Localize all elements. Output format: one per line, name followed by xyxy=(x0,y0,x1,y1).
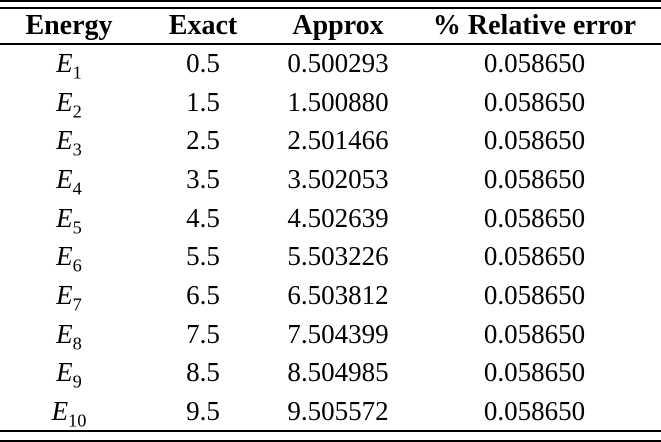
cell-energy: E1 xyxy=(0,44,138,83)
cell-error: 0.058650 xyxy=(483,395,586,426)
cell-error: 0.058650 xyxy=(483,163,586,194)
table-body: E1 0.5 0.500293 0.058650 E2 1.5 1.500880… xyxy=(0,44,661,431)
energy-symbol: E xyxy=(56,318,73,349)
cell-approx: 3.502053 xyxy=(287,163,389,194)
cell-error: 0.058650 xyxy=(483,241,586,272)
energy-subscript: 1 xyxy=(72,62,82,83)
cell-error: 0.058650 xyxy=(483,318,586,349)
cell-exact: 6.5 xyxy=(186,279,220,310)
cell-approx: 5.503226 xyxy=(287,241,389,272)
cell-error: 0.058650 xyxy=(483,279,586,310)
cell-energy: E6 xyxy=(0,237,138,276)
table-row: E8 7.5 7.504399 0.058650 xyxy=(0,315,661,354)
table-row: E6 5.5 5.503226 0.058650 xyxy=(0,237,661,276)
energy-symbol: E xyxy=(56,86,73,117)
table-row: E1 0.5 0.500293 0.058650 xyxy=(0,44,661,83)
table-header: Energy Exact Approx % Relative error xyxy=(0,8,661,44)
cell-energy: E4 xyxy=(0,160,138,199)
cell-exact: 0.5 xyxy=(186,48,220,79)
cell-energy: E3 xyxy=(0,121,138,160)
cell-approx: 4.502639 xyxy=(287,202,389,233)
col-header-exact: Exact xyxy=(168,10,238,41)
cell-approx: 0.500293 xyxy=(287,48,389,79)
cell-approx: 1.500880 xyxy=(287,86,389,117)
cell-exact: 3.5 xyxy=(186,163,220,194)
col-header-approx: Approx xyxy=(292,10,384,41)
cell-energy: E8 xyxy=(0,315,138,354)
cell-error: 0.058650 xyxy=(483,48,586,79)
energy-subscript: 7 xyxy=(72,294,82,315)
energy-symbol: E xyxy=(56,125,73,156)
cell-error: 0.058650 xyxy=(483,86,586,117)
energy-subscript: 5 xyxy=(72,216,82,237)
cell-energy: E5 xyxy=(0,199,138,238)
cell-exact: 2.5 xyxy=(186,125,220,156)
col-header-relative-error: % Relative error xyxy=(432,10,637,41)
energy-subscript: 8 xyxy=(72,333,82,354)
energy-symbol: E xyxy=(56,357,73,388)
energy-subscript: 3 xyxy=(72,139,82,160)
cell-approx: 7.504399 xyxy=(287,318,389,349)
cell-approx: 6.503812 xyxy=(287,279,389,310)
cell-error: 0.058650 xyxy=(483,125,586,156)
cell-error: 0.058650 xyxy=(483,357,586,388)
energy-subscript: 9 xyxy=(72,371,82,392)
energy-subscript: 6 xyxy=(72,255,82,276)
cell-exact: 8.5 xyxy=(186,357,220,388)
cell-energy: E7 xyxy=(0,276,138,315)
table-row: E5 4.5 4.502639 0.058650 xyxy=(0,199,661,238)
table-row: E9 8.5 8.504985 0.058650 xyxy=(0,354,661,393)
energy-symbol: E xyxy=(56,163,73,194)
cell-exact: 4.5 xyxy=(186,202,220,233)
cell-approx: 9.505572 xyxy=(287,395,389,426)
table-row: E2 1.5 1.500880 0.058650 xyxy=(0,83,661,122)
table-row: E7 6.5 6.503812 0.058650 xyxy=(0,276,661,315)
cell-approx: 2.501466 xyxy=(287,125,389,156)
energy-subscript: 2 xyxy=(72,100,82,121)
col-header-energy: Energy xyxy=(25,10,113,41)
header-row: Energy Exact Approx % Relative error xyxy=(0,8,661,44)
energy-subscript: 10 xyxy=(68,409,87,430)
energy-levels-table: Energy Exact Approx % Relative error E1 … xyxy=(0,7,661,432)
table-row: E10 9.5 9.505572 0.058650 xyxy=(0,392,661,431)
energy-subscript: 4 xyxy=(72,178,82,199)
cell-exact: 9.5 xyxy=(186,395,220,426)
cell-exact: 5.5 xyxy=(186,241,220,272)
cell-approx: 8.504985 xyxy=(287,357,389,388)
cell-energy: E10 xyxy=(0,392,138,431)
energy-symbol: E xyxy=(51,395,69,426)
energy-symbol: E xyxy=(56,241,73,272)
energy-symbol: E xyxy=(56,48,73,79)
cell-energy: E9 xyxy=(0,354,138,393)
cell-exact: 1.5 xyxy=(186,86,220,117)
cell-error: 0.058650 xyxy=(483,202,586,233)
cell-exact: 7.5 xyxy=(186,318,220,349)
energy-symbol: E xyxy=(56,279,73,310)
cell-energy: E2 xyxy=(0,83,138,122)
table-row: E4 3.5 3.502053 0.058650 xyxy=(0,160,661,199)
table-row: E3 2.5 2.501466 0.058650 xyxy=(0,121,661,160)
energy-symbol: E xyxy=(56,202,73,233)
